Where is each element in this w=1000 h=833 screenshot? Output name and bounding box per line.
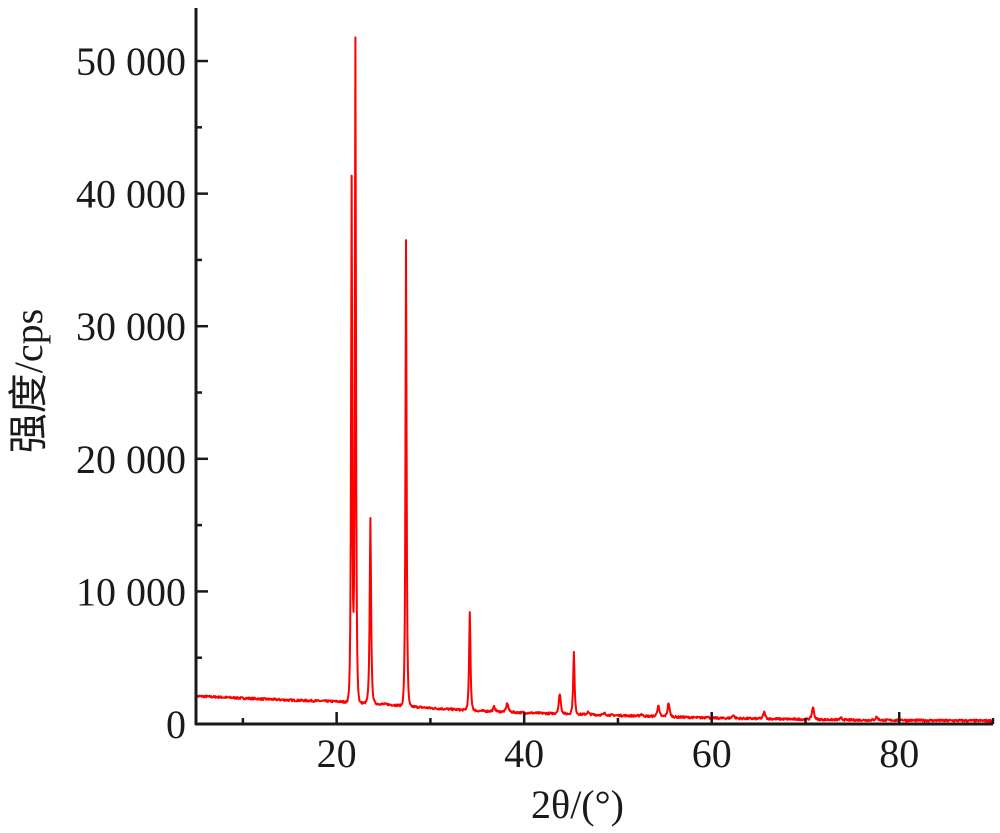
x-axis-title: 2θ/(°)	[531, 782, 624, 827]
axes: 20 40 60 80 0 10 000 20 000 30 000 40 000 50 000	[76, 8, 995, 776]
x-tick-label: 80	[879, 731, 919, 776]
y-tick-label: 40 000	[76, 172, 186, 217]
y-tick-label: 50 000	[76, 39, 186, 84]
y-tick-label: 20 000	[76, 437, 186, 482]
y-axis-title: 强度/cps	[6, 309, 51, 453]
x-tick-label: 60	[692, 731, 732, 776]
x-tick-label: 40	[504, 731, 544, 776]
y-tick-label: 0	[166, 702, 186, 747]
plot-area	[195, 36, 994, 723]
x-tick-label: 20	[317, 731, 357, 776]
y-tick-label: 30 000	[76, 304, 186, 349]
y-tick-label: 10 000	[76, 569, 186, 614]
xrd-series-line	[195, 36, 994, 723]
